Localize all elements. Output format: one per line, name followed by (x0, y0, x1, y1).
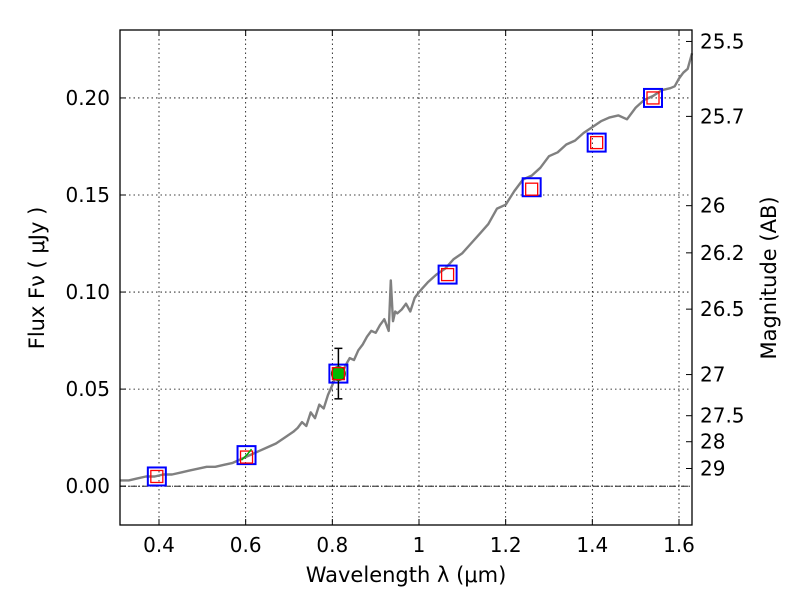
y-axis-ticks: 0.00 0.05 0.10 0.15 0.20 (65, 86, 126, 498)
model-photometry-marker (150, 469, 164, 484)
model-photometry-marker (239, 450, 254, 464)
x-tick-label: 0.8 (316, 533, 348, 557)
x-tick-label: 1.2 (490, 533, 522, 557)
magnitude-tick-label: 27.5 (700, 404, 745, 428)
y-tick-label: 0.05 (65, 377, 110, 401)
magnitude-tick-label: 25.5 (700, 29, 745, 53)
bandpass-flux-marker (437, 264, 458, 285)
y-axis-label: Flux Fν ( μJy ) (25, 207, 49, 350)
x-axis-ticks: 0.4 0.6 0.8 1 1.2 1.4 1.6 (143, 30, 695, 557)
bandpass-flux-marker (236, 445, 257, 466)
bandpass-flux-marker (586, 132, 607, 153)
y-tick-label: 0.10 (65, 280, 110, 304)
model-photometry-marker (646, 91, 660, 105)
bandpass-flux-marker (146, 466, 167, 487)
x-tick-label: 0.6 (230, 533, 262, 557)
y-tick-label: 0.20 (65, 86, 110, 110)
model-photometry-marker (525, 182, 539, 196)
observed-upper-marker (241, 448, 253, 461)
model-photometry-marker (440, 267, 455, 282)
x-tick-label: 1 (413, 533, 426, 557)
magnitude-tick-label: 26.2 (700, 241, 745, 265)
grid-lines (120, 30, 692, 525)
model-photometry-marker (590, 135, 604, 150)
sed-line (120, 52, 694, 482)
magnitude-tick-label: 26.5 (700, 297, 745, 321)
y-tick-label: 0.00 (65, 474, 110, 498)
x-tick-label: 1.6 (663, 533, 695, 557)
model-photometry-marker (331, 366, 346, 381)
bandpass-flux-marker (643, 87, 663, 108)
magnitude-axis-label: Magnitude (AB) (757, 196, 781, 359)
magnitude-tick-label: 27 (700, 363, 725, 387)
magnitude-tick-label: 29 (700, 457, 725, 481)
magnitude-tick-label: 26 (700, 194, 725, 218)
x-axis-label: Wavelength λ (μm) (306, 563, 507, 587)
plot-frame (119, 29, 693, 526)
magnitude-axis-ticks: 25.5 25.7 26 26.2 26.5 27 27.528 29 (686, 29, 745, 481)
photometry-markers (146, 87, 663, 487)
y-tick-label: 0.15 (65, 183, 110, 207)
bandpass-flux-marker (521, 177, 542, 198)
observed-flux-marker (330, 366, 346, 382)
magnitude-tick-label: 25.7 (700, 104, 745, 128)
x-tick-label: 1.4 (576, 533, 608, 557)
x-tick-label: 0.4 (143, 533, 175, 557)
sed-line-series (120, 52, 694, 482)
magnitude-tick-label: 28 (700, 430, 725, 454)
